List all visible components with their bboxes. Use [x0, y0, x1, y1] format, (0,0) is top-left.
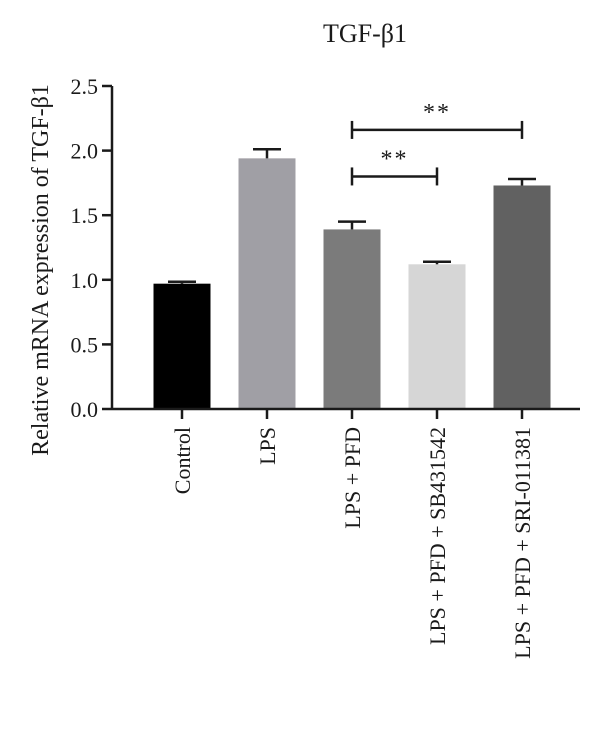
y-tick-label: 0.5: [71, 332, 99, 357]
significance-label: **: [423, 100, 451, 126]
bar: [238, 158, 296, 409]
x-category-label: Control: [170, 427, 195, 494]
y-tick-label: 1.0: [71, 268, 99, 293]
x-axis-labels: Control LPS LPS + PFD LPS + PFD + SB431542 L…: [170, 409, 535, 659]
x-category-label: LPS: [255, 427, 280, 465]
significance-group: ** **: [350, 100, 524, 186]
y-axis-label: Relative mRNA expression of TGF-β1: [28, 84, 54, 456]
error-bars-group: [168, 148, 536, 284]
bars-group: [153, 158, 551, 409]
y-tick-label: 1.5: [71, 203, 99, 228]
x-category-label: LPS + PFD + SB431542: [425, 427, 450, 645]
bar: [408, 264, 466, 409]
chart-title: TGF-β1: [323, 19, 407, 48]
y-tick-label: 0.0: [71, 397, 99, 422]
bar: [153, 283, 211, 409]
significance-label: **: [381, 146, 409, 172]
y-tick-label: 2.5: [71, 74, 99, 99]
y-tick-label: 2.0: [71, 139, 99, 164]
y-axis-ticks: 0.0 0.5 1.0 1.5 2.0 2.5: [71, 74, 112, 422]
bar: [493, 185, 551, 409]
axes-group: [110, 86, 580, 411]
x-category-label: LPS + PFD: [340, 427, 365, 529]
bar: [323, 229, 381, 409]
x-category-label: LPS + PFD + SRI-011381: [510, 427, 535, 659]
